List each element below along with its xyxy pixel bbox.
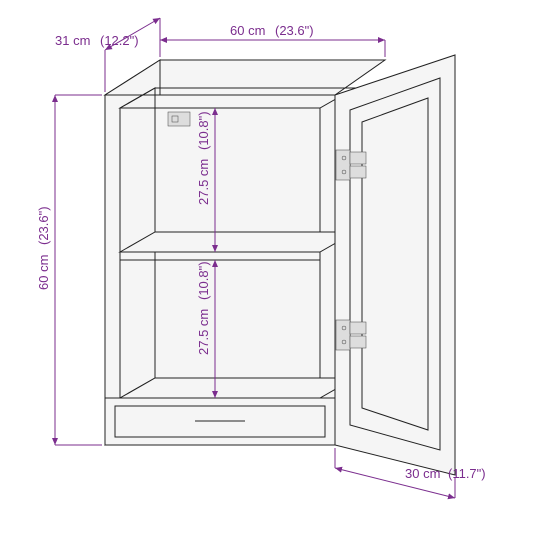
svg-text:(10.8"): (10.8") — [196, 111, 211, 150]
dim-height-in: (23.6") — [36, 206, 51, 245]
svg-text:30 cm: 30 cm — [405, 466, 440, 481]
dim-width-cm: 60 cm — [230, 23, 265, 38]
svg-text:60 cm: 60 cm — [230, 23, 265, 38]
svg-text:(12.2"): (12.2") — [100, 33, 139, 48]
dim-shelf-lower-in: (10.8") — [196, 261, 211, 300]
cabinet-door — [335, 55, 455, 475]
dim-width: 60 cm (23.6") — [160, 23, 385, 57]
dim-height: 60 cm (23.6") — [36, 95, 102, 445]
dim-depth-in: (12.2") — [100, 33, 139, 48]
svg-text:31 cm: 31 cm — [55, 33, 90, 48]
svg-text:27.5 cm: 27.5 cm — [196, 159, 211, 205]
dim-shelf-upper-in: (10.8") — [196, 111, 211, 150]
cabinet-diagram: 31 cm (12.2") 60 cm (23.6") 60 cm (23.6"… — [0, 0, 550, 550]
svg-text:(23.6"): (23.6") — [275, 23, 314, 38]
dim-height-cm: 60 cm — [36, 255, 51, 290]
dim-door-in: (11.7") — [448, 466, 486, 481]
svg-text:60 cm: 60 cm — [36, 255, 51, 290]
svg-text:27.5 cm: 27.5 cm — [196, 309, 211, 355]
dim-shelf-lower-cm: 27.5 cm — [196, 309, 211, 355]
dim-width-in: (23.6") — [275, 23, 314, 38]
dim-depth-cm: 31 cm — [55, 33, 90, 48]
dim-door-cm: 30 cm — [405, 466, 440, 481]
svg-text:(10.8"): (10.8") — [196, 261, 211, 300]
svg-text:(23.6"): (23.6") — [36, 206, 51, 245]
dim-shelf-upper-cm: 27.5 cm — [196, 159, 211, 205]
svg-text:(11.7"): (11.7") — [448, 466, 486, 481]
